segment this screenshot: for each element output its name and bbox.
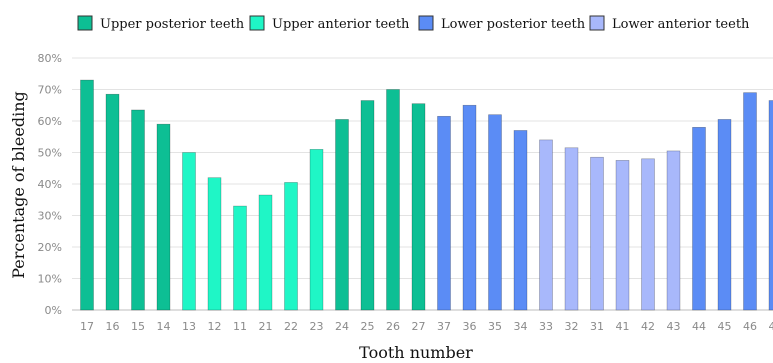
x-tick-label: 36 [463,320,477,333]
bar-tooth-42 [641,158,655,311]
x-tick-label: 31 [590,320,604,333]
bar-tooth-22 [284,182,298,311]
bar-tooth-15 [131,109,145,311]
x-tick-label: 43 [667,320,681,333]
legend-label-upper-anterior: Upper anterior teeth [272,17,410,32]
x-tick-label: 32 [565,320,579,333]
bar-tooth-47 [768,100,773,311]
x-tick-label: 41 [616,320,630,333]
x-tick-label: 37 [437,320,451,333]
x-tick-label: 26 [386,320,400,333]
legend-item-upper-posterior: Upper posterior teeth [77,15,245,32]
y-tick-label: 80% [38,52,62,65]
bar-tooth-21 [258,194,273,311]
bar-tooth-41 [615,160,630,311]
bar-tooth-45 [717,119,732,311]
y-tick-label: 40% [38,178,62,191]
x-tick-label: 35 [488,320,502,333]
x-tick-label: 21 [259,320,273,333]
x-tick-label: 14 [157,320,171,333]
y-tick-label: 0% [45,304,62,317]
x-axis-title: Tooth number [359,343,473,362]
x-tick-label: 47 [769,320,773,333]
bar-tooth-31 [590,156,604,311]
x-tick-label: 45 [718,320,732,333]
y-tick-label: 50% [38,147,62,160]
legend-item-upper-anterior: Upper anterior teeth [249,15,410,32]
bar-tooth-12 [207,177,222,311]
legend-swatch-lower-posterior [418,15,434,31]
y-tick-label: 20% [38,241,62,254]
legend-label-lower-posterior: Lower posterior teeth [441,17,586,32]
bar-tooth-26 [386,89,400,311]
x-tick-label: 13 [182,320,196,333]
bar-tooth-44 [692,127,706,311]
x-tick-label: 33 [539,320,553,333]
bar-tooth-46 [743,92,757,311]
legend-item-lower-anterior: Lower anterior teeth [589,15,750,32]
y-axis-title: Percentage of bleeding [9,91,28,279]
x-tick-label: 27 [412,320,426,333]
legend-swatch-upper-posterior [77,15,93,31]
x-tick-label: 11 [233,320,247,333]
legend-label-upper-posterior: Upper posterior teeth [100,17,245,32]
bar-tooth-27 [411,103,426,311]
bar-tooth-17 [80,79,94,311]
x-tick-label: 23 [310,320,324,333]
bar-tooth-25 [360,100,375,311]
x-tick-label: 44 [692,320,706,333]
x-tick-label: 42 [641,320,655,333]
y-tick-label: 60% [38,115,62,128]
x-tick-label: 17 [80,320,94,333]
x-tick-label: 16 [106,320,120,333]
bar-tooth-14 [156,123,171,311]
x-tick-label: 24 [335,320,349,333]
legend-swatch-lower-anterior [589,15,605,31]
bar-tooth-24 [335,119,349,311]
bar-tooth-37 [437,115,451,311]
bar-tooth-11 [233,205,247,311]
x-tick-label: 34 [514,320,528,333]
legend-item-lower-posterior: Lower posterior teeth [418,15,586,32]
x-tick-label: 46 [743,320,757,333]
legend-label-lower-anterior: Lower anterior teeth [612,17,750,32]
bar-tooth-34 [513,130,528,311]
bars [80,79,773,311]
legend-swatch-upper-anterior [249,15,265,31]
bar-tooth-32 [564,147,579,311]
bar-tooth-23 [309,149,324,311]
x-tick-label: 22 [284,320,298,333]
y-tick-label: 30% [38,210,62,223]
y-axis-ticks: 0% 10% 20% 30% 40% 50% 60% 70% 80% [38,52,62,317]
bar-tooth-33 [539,139,553,311]
bar-tooth-43 [666,150,681,311]
legend: Upper posterior teeth Upper anterior tee… [77,15,750,32]
x-tick-label: 25 [361,320,375,333]
bar-tooth-36 [462,104,477,311]
bar-tooth-35 [488,114,502,311]
bar-tooth-13 [182,152,196,311]
x-axis-ticks: 17 16 15 14 13 12 11 21 22 23 24 25 26 27 37 36 35 34 33 32… [80,320,773,333]
y-tick-label: 10% [38,273,62,286]
y-tick-label: 70% [38,84,62,97]
x-tick-label: 12 [208,320,222,333]
x-tick-label: 15 [131,320,145,333]
bar-tooth-16 [105,93,120,311]
